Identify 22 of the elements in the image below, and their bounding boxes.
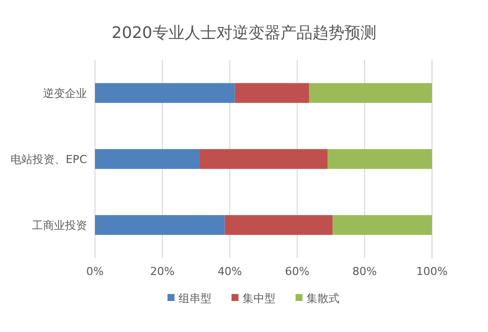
x-tick-label: 20% <box>150 265 175 278</box>
bar <box>308 83 432 103</box>
bar <box>199 149 328 169</box>
legend-label: 组串型 <box>178 292 212 305</box>
x-tick-label: 0% <box>86 265 104 278</box>
y-tick-label: 逆变企业 <box>43 87 87 100</box>
legend-label: 集散式 <box>306 292 340 305</box>
x-tick-label: 60% <box>284 265 310 278</box>
x-tick-label: 100% <box>416 265 448 278</box>
bar <box>95 83 235 103</box>
x-tick-label: 80% <box>352 265 377 278</box>
bar <box>95 149 200 169</box>
chart-title: 2020专业人士对逆变器产品趋势预测 <box>112 23 376 42</box>
y-tick-label: 工商业投资 <box>32 219 87 232</box>
bar <box>224 215 333 235</box>
bar <box>95 215 225 235</box>
bar <box>234 83 309 103</box>
y-tick-label: 电站投资、EPC <box>10 153 88 166</box>
bar <box>328 149 432 169</box>
bar <box>332 215 432 235</box>
x-tick-label: 40% <box>218 265 242 278</box>
legend-label: 集中型 <box>242 292 276 305</box>
